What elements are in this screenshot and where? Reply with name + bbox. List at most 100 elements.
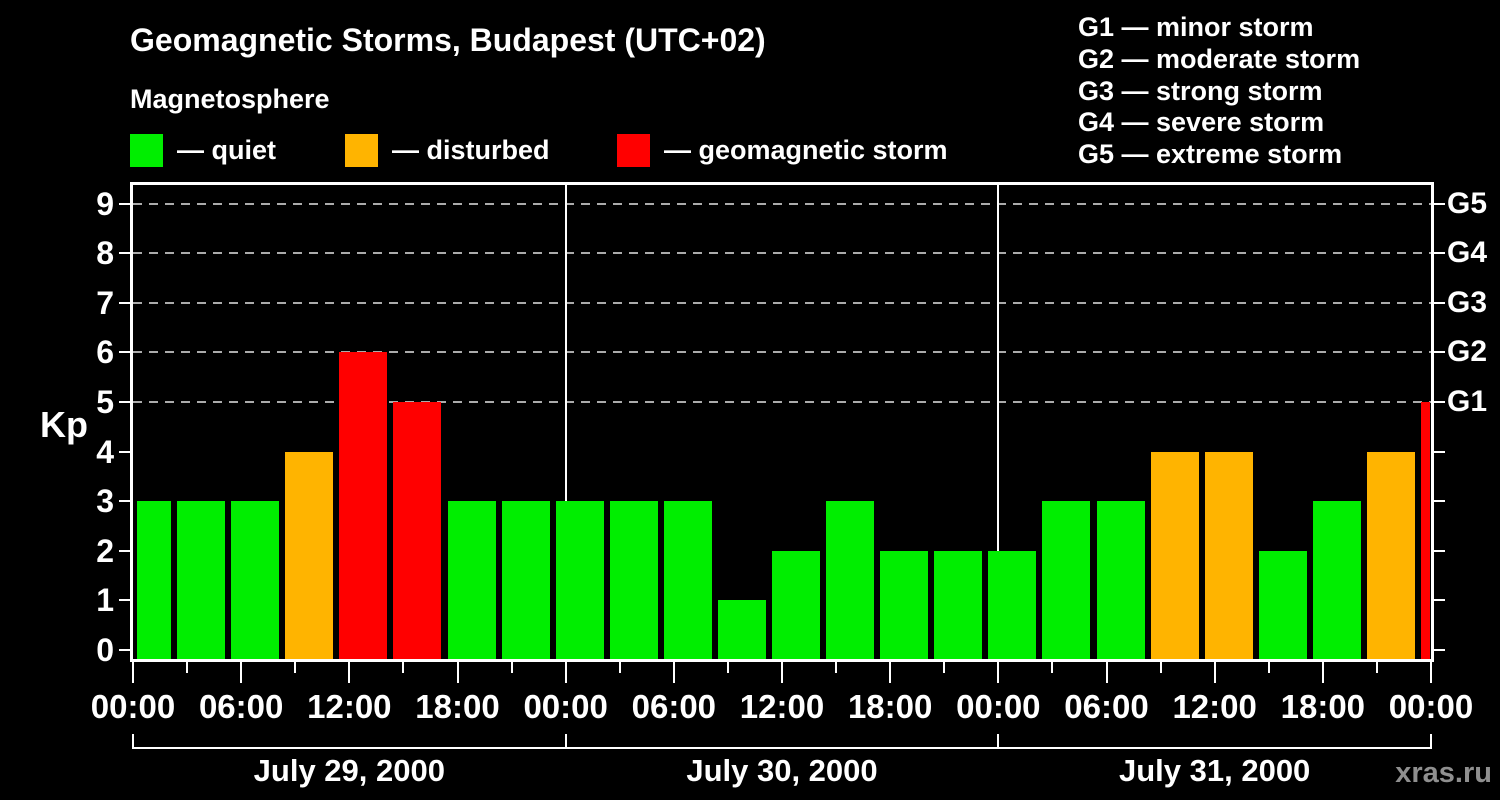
- kp-bar: [1258, 550, 1307, 659]
- g-level-label-G5: G5: [1447, 186, 1488, 220]
- g-level-label-G3: G3: [1447, 285, 1488, 319]
- bracket-tick: [1430, 734, 1432, 749]
- x-major-tick: [348, 662, 351, 683]
- storm-scale-g2: G2 — moderate storm: [1078, 43, 1361, 74]
- right-tick: [1434, 351, 1445, 354]
- gridline-g4: [133, 252, 1431, 255]
- x-minor-tick: [726, 662, 729, 673]
- legend-label-disturbed: — disturbed: [392, 135, 550, 165]
- storm-color-swatch: [617, 134, 650, 167]
- kp-bar: [1312, 501, 1361, 659]
- right-tick: [1434, 252, 1445, 255]
- kp-bar: [826, 501, 875, 659]
- y-tick: [119, 301, 130, 304]
- magnetosphere-subtitle: Magnetosphere: [130, 84, 330, 114]
- storm-scale-g1: G1 — minor storm: [1078, 12, 1314, 42]
- kp-bar: [609, 501, 658, 659]
- gridline-g1: [133, 401, 1431, 403]
- x-major-tick: [889, 662, 892, 683]
- kp-bar: [934, 550, 983, 659]
- right-tick: [1434, 450, 1445, 453]
- y-tick: [119, 351, 130, 354]
- gridline-g5: [133, 202, 1431, 205]
- page-title: Geomagnetic Storms, Budapest (UTC+02): [130, 22, 766, 58]
- x-tick-label: 18:00: [847, 688, 933, 725]
- kp-bar: [1204, 451, 1253, 659]
- y-tick: [119, 549, 130, 552]
- right-tick: [1434, 301, 1445, 304]
- kp-bar: [1366, 451, 1415, 659]
- g-level-label-G1: G1: [1447, 385, 1488, 418]
- x-major-tick: [672, 662, 675, 683]
- storm-scale-g4: G4 — severe storm: [1078, 107, 1325, 138]
- x-minor-tick: [1159, 662, 1162, 673]
- legend-item-disturbed: — disturbed: [345, 134, 550, 167]
- y-tick: [119, 252, 130, 255]
- bracket-tick: [564, 734, 567, 749]
- y-tick: [119, 450, 130, 453]
- y-tick-label: 3: [96, 483, 114, 520]
- date-label: July 31, 2000: [1118, 753, 1311, 788]
- storm-scale-legend: G1 — minor storm G2 — moderate storm G3 …: [1078, 12, 1360, 171]
- right-tick: [1434, 549, 1445, 552]
- x-tick-label: 18:00: [415, 688, 500, 725]
- gridline-g3: [133, 301, 1431, 304]
- x-major-tick: [240, 662, 243, 683]
- x-minor-tick: [943, 662, 946, 673]
- kp-bar: [447, 501, 496, 659]
- y-tick-label: 7: [96, 284, 114, 321]
- x-tick-label: 12:00: [307, 688, 392, 725]
- y-tick-label: 8: [96, 235, 114, 272]
- g-level-label-G4: G4: [1447, 236, 1488, 270]
- x-major-tick: [564, 662, 567, 683]
- x-major-tick: [1430, 662, 1432, 683]
- y-tick: [119, 202, 130, 205]
- x-major-tick: [1105, 662, 1108, 683]
- x-minor-tick: [294, 662, 297, 673]
- y-axis-title-kp: Kp: [40, 404, 88, 445]
- x-major-tick: [456, 662, 459, 683]
- y-tick-label: 6: [96, 334, 114, 371]
- y-tick: [119, 500, 130, 503]
- right-tick: [1434, 500, 1445, 503]
- kp-bar: [1042, 501, 1091, 659]
- kp-bar: [663, 501, 712, 659]
- kp-bar: [231, 501, 280, 659]
- kp-bar: [339, 352, 388, 659]
- right-tick: [1434, 649, 1445, 651]
- kp-bar: [137, 501, 172, 659]
- x-minor-tick: [1375, 662, 1378, 673]
- legend-label-quiet: — quiet: [177, 135, 276, 165]
- x-tick-label: 12:00: [1172, 688, 1257, 725]
- y-tick-label: 4: [96, 433, 114, 470]
- x-minor-tick: [510, 662, 513, 673]
- legend-label-storm: — geomagnetic storm: [664, 135, 948, 165]
- x-major-tick: [997, 662, 1000, 683]
- y-tick-label: 9: [96, 185, 114, 222]
- x-minor-tick: [186, 662, 189, 673]
- kp-bar: [285, 451, 334, 659]
- kp-bar: [1150, 451, 1199, 659]
- storm-scale-g3: G3 — strong storm: [1078, 75, 1323, 106]
- x-minor-tick: [402, 662, 405, 673]
- y-tick: [119, 649, 130, 651]
- kp-bar: [177, 501, 226, 659]
- y-tick: [119, 599, 130, 602]
- kp-bar: [880, 550, 929, 659]
- kp-bar: [772, 550, 821, 659]
- y-tick: [119, 401, 130, 403]
- kp-bar: [501, 501, 550, 659]
- y-tick-label: 2: [96, 532, 114, 569]
- x-minor-tick: [1051, 662, 1054, 673]
- date-bracket: [134, 747, 1430, 749]
- y-tick-label: 1: [96, 582, 114, 619]
- x-major-tick: [132, 662, 134, 683]
- right-tick: [1434, 401, 1445, 403]
- x-tick-label: 06:00: [198, 688, 284, 725]
- x-tick-label: 00:00: [1388, 688, 1474, 725]
- kp-bar-partial: [1421, 402, 1430, 659]
- x-tick-label: 06:00: [631, 688, 717, 725]
- kp-bar: [988, 550, 1037, 659]
